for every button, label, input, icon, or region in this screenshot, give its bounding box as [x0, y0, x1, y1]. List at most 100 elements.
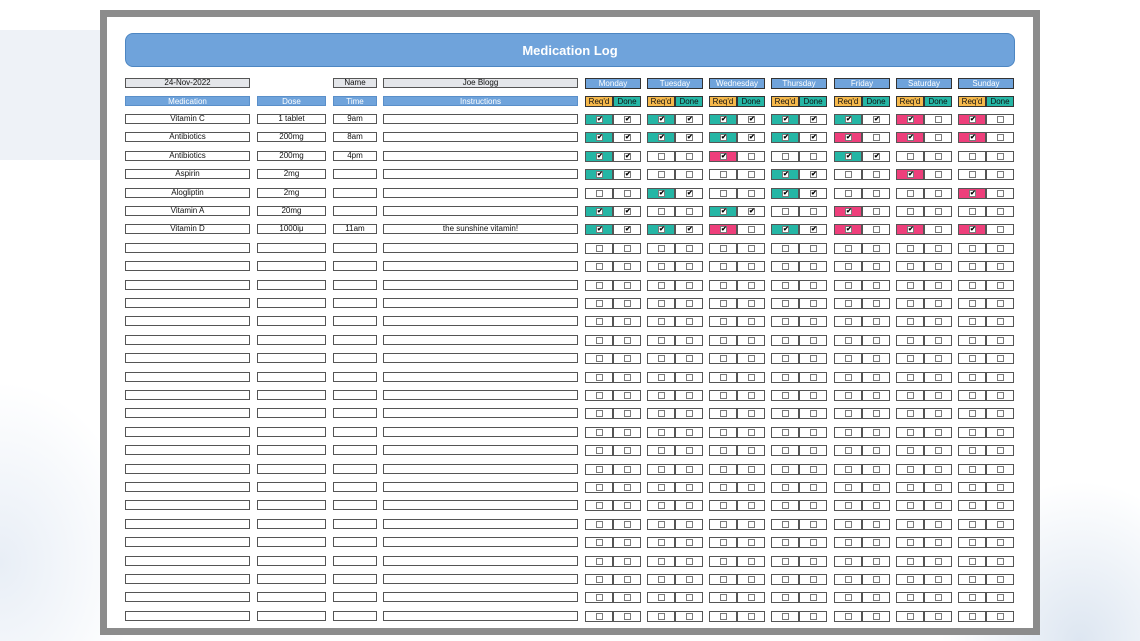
done-checkbox[interactable] — [935, 226, 942, 233]
done-checkbox[interactable] — [997, 282, 1004, 289]
reqd-checkbox[interactable] — [845, 539, 852, 546]
reqd-checkbox[interactable] — [658, 392, 665, 399]
done-checkbox[interactable] — [873, 410, 880, 417]
reqd-checkbox[interactable]: ✔ — [845, 208, 852, 215]
reqd-checkbox[interactable] — [720, 282, 727, 289]
reqd-checkbox[interactable]: ✔ — [596, 208, 603, 215]
done-checkbox[interactable] — [624, 429, 631, 436]
medication-cell[interactable] — [125, 335, 250, 345]
dose-cell[interactable] — [257, 261, 326, 271]
done-checkbox[interactable]: ✔ — [624, 116, 631, 123]
reqd-checkbox[interactable] — [907, 300, 914, 307]
dose-cell[interactable] — [257, 537, 326, 547]
time-cell[interactable] — [333, 408, 377, 418]
done-checkbox[interactable] — [624, 576, 631, 583]
reqd-checkbox[interactable]: ✔ — [782, 171, 789, 178]
reqd-checkbox[interactable] — [907, 263, 914, 270]
reqd-checkbox[interactable] — [845, 318, 852, 325]
reqd-checkbox[interactable]: ✔ — [782, 190, 789, 197]
done-checkbox[interactable] — [997, 447, 1004, 454]
reqd-checkbox[interactable] — [596, 374, 603, 381]
done-checkbox[interactable]: ✔ — [624, 134, 631, 141]
done-checkbox[interactable] — [873, 576, 880, 583]
done-checkbox[interactable] — [624, 300, 631, 307]
medication-cell[interactable] — [125, 519, 250, 529]
medication-cell[interactable]: Antibiotics — [125, 132, 250, 142]
reqd-checkbox[interactable] — [969, 374, 976, 381]
reqd-checkbox[interactable] — [658, 521, 665, 528]
reqd-checkbox[interactable]: ✔ — [720, 208, 727, 215]
reqd-checkbox[interactable] — [845, 484, 852, 491]
reqd-checkbox[interactable] — [969, 263, 976, 270]
reqd-checkbox[interactable] — [658, 171, 665, 178]
reqd-checkbox[interactable] — [845, 558, 852, 565]
reqd-checkbox[interactable] — [969, 594, 976, 601]
reqd-checkbox[interactable] — [907, 245, 914, 252]
done-checkbox[interactable] — [810, 558, 817, 565]
reqd-checkbox[interactable] — [720, 484, 727, 491]
done-checkbox[interactable] — [935, 410, 942, 417]
instructions-cell[interactable] — [383, 188, 578, 198]
instructions-cell[interactable] — [383, 243, 578, 253]
reqd-checkbox[interactable] — [782, 208, 789, 215]
reqd-checkbox[interactable] — [969, 318, 976, 325]
done-checkbox[interactable] — [997, 613, 1004, 620]
done-checkbox[interactable] — [935, 484, 942, 491]
time-cell[interactable] — [333, 482, 377, 492]
done-checkbox[interactable] — [686, 539, 693, 546]
reqd-checkbox[interactable] — [596, 502, 603, 509]
instructions-cell[interactable] — [383, 206, 578, 216]
medication-cell[interactable] — [125, 611, 250, 621]
time-cell[interactable] — [333, 427, 377, 437]
reqd-checkbox[interactable] — [658, 245, 665, 252]
reqd-checkbox[interactable] — [596, 558, 603, 565]
done-checkbox[interactable] — [873, 594, 880, 601]
time-cell[interactable] — [333, 537, 377, 547]
reqd-checkbox[interactable] — [596, 263, 603, 270]
done-checkbox[interactable] — [748, 484, 755, 491]
reqd-checkbox[interactable] — [658, 484, 665, 491]
instructions-cell[interactable] — [383, 611, 578, 621]
dose-cell[interactable] — [257, 353, 326, 363]
reqd-checkbox[interactable]: ✔ — [596, 134, 603, 141]
done-checkbox[interactable] — [748, 226, 755, 233]
reqd-checkbox[interactable] — [596, 447, 603, 454]
done-checkbox[interactable] — [810, 300, 817, 307]
done-checkbox[interactable] — [748, 521, 755, 528]
done-checkbox[interactable] — [997, 226, 1004, 233]
reqd-checkbox[interactable] — [969, 576, 976, 583]
reqd-checkbox[interactable]: ✔ — [596, 171, 603, 178]
reqd-checkbox[interactable]: ✔ — [720, 226, 727, 233]
reqd-checkbox[interactable] — [969, 208, 976, 215]
reqd-checkbox[interactable] — [845, 300, 852, 307]
done-checkbox[interactable] — [686, 300, 693, 307]
done-checkbox[interactable] — [873, 337, 880, 344]
reqd-checkbox[interactable] — [658, 300, 665, 307]
reqd-checkbox[interactable] — [596, 300, 603, 307]
reqd-checkbox[interactable] — [969, 355, 976, 362]
instructions-cell[interactable] — [383, 537, 578, 547]
reqd-checkbox[interactable]: ✔ — [720, 116, 727, 123]
dose-cell[interactable]: 1 tablet — [257, 114, 326, 124]
time-cell[interactable] — [333, 592, 377, 602]
reqd-checkbox[interactable] — [782, 374, 789, 381]
done-checkbox[interactable] — [935, 282, 942, 289]
reqd-checkbox[interactable] — [720, 558, 727, 565]
reqd-checkbox[interactable] — [658, 263, 665, 270]
reqd-checkbox[interactable] — [658, 466, 665, 473]
time-cell[interactable] — [333, 298, 377, 308]
time-cell[interactable] — [333, 169, 377, 179]
medication-cell[interactable]: Vitamin C — [125, 114, 250, 124]
reqd-checkbox[interactable] — [907, 337, 914, 344]
done-checkbox[interactable] — [935, 355, 942, 362]
reqd-checkbox[interactable]: ✔ — [658, 190, 665, 197]
done-checkbox[interactable] — [873, 208, 880, 215]
medication-cell[interactable] — [125, 500, 250, 510]
reqd-checkbox[interactable] — [782, 484, 789, 491]
reqd-checkbox[interactable]: ✔ — [658, 116, 665, 123]
reqd-checkbox[interactable] — [720, 466, 727, 473]
reqd-checkbox[interactable] — [907, 447, 914, 454]
time-cell[interactable]: 9am — [333, 114, 377, 124]
reqd-checkbox[interactable] — [782, 576, 789, 583]
reqd-checkbox[interactable] — [596, 410, 603, 417]
